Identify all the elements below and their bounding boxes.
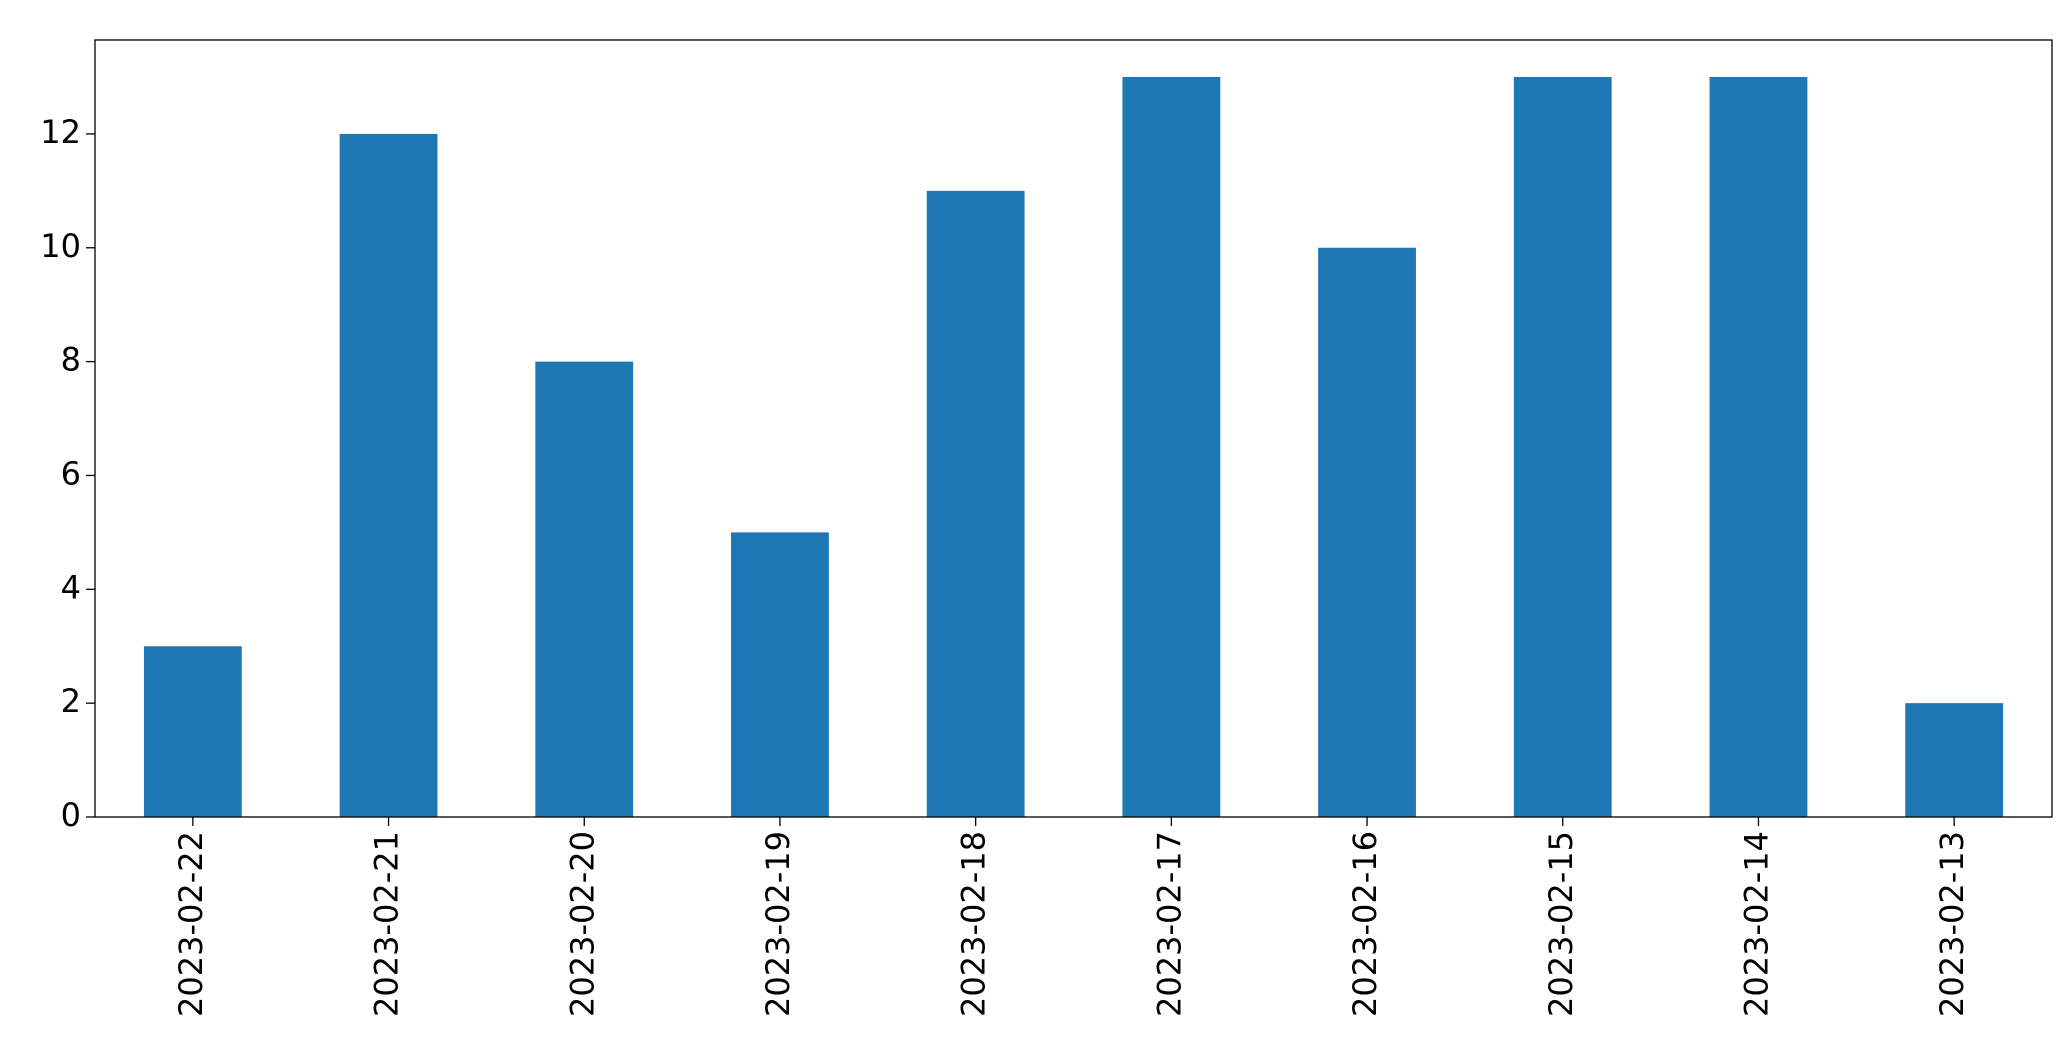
x-tick-label: 2023-02-21 (368, 831, 406, 1017)
bar (731, 532, 829, 817)
x-tick-label: 2023-02-17 (1150, 831, 1188, 1017)
y-tick-label: 2 (61, 682, 81, 720)
bar (339, 133, 438, 817)
y-tick-label: 4 (61, 568, 81, 606)
x-tick-label: 2023-02-18 (955, 831, 993, 1017)
bar (926, 190, 1025, 817)
bar (143, 646, 242, 817)
bar (1905, 703, 2004, 817)
y-tick-label: 6 (61, 454, 81, 492)
y-tick-label: 12 (40, 113, 81, 151)
x-tick-label: 2023-02-14 (1737, 831, 1775, 1017)
x-tick-label: 2023-02-16 (1346, 831, 1384, 1017)
bar (535, 361, 634, 817)
y-tick-label: 10 (40, 227, 81, 265)
x-tick-label: 2023-02-15 (1542, 831, 1580, 1017)
x-tick-label: 2023-02-22 (172, 831, 210, 1017)
bar (1122, 77, 1221, 817)
y-tick-label: 8 (61, 341, 81, 379)
x-tick-label: 2023-02-19 (759, 831, 797, 1017)
x-tick-label: 2023-02-13 (1933, 831, 1971, 1017)
plot-frame (94, 39, 2053, 818)
bar (1318, 247, 1416, 817)
bar (1513, 77, 1612, 817)
y-tick-label: 0 (61, 796, 81, 834)
x-tick-label: 2023-02-20 (563, 831, 601, 1017)
bar (1709, 77, 1808, 817)
